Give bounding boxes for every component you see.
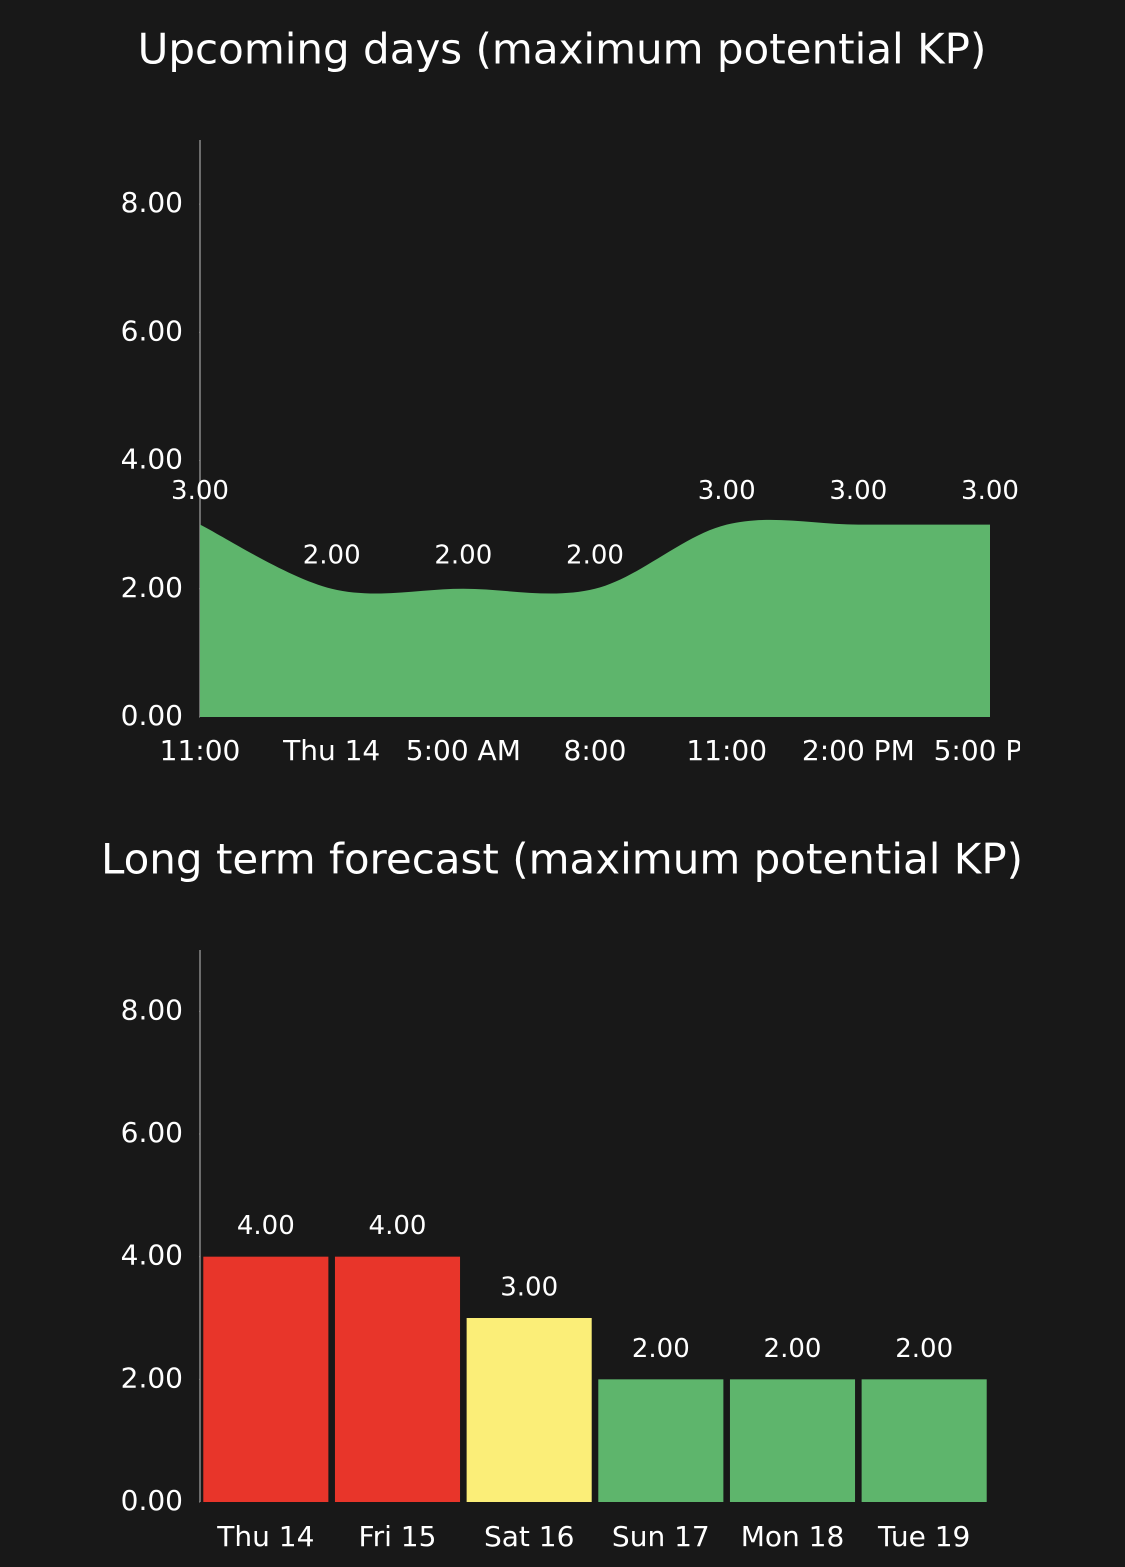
x-tick-label: Tue 19 <box>877 1520 970 1553</box>
y-tick-label: 2.00 <box>121 571 183 604</box>
y-tick-label: 8.00 <box>121 186 183 219</box>
value-label: 2.00 <box>764 1334 822 1364</box>
x-tick-label: 11:00 <box>160 734 241 767</box>
chart-title: Upcoming days (maximum potential KP) <box>138 25 987 74</box>
chart-bars: 0.00 2.00 4.00 6.00 8.00 4.00 Thu 14 4.00 Fri 15… <box>121 950 987 1553</box>
y-tick-label: 8.00 <box>121 993 183 1026</box>
bar <box>203 1256 329 1502</box>
y-tick-label: 0.00 <box>121 699 183 732</box>
area <box>200 519 990 717</box>
value-label: 4.00 <box>237 1211 295 1241</box>
bar <box>466 1318 592 1502</box>
x-tick-label: Thu 14 <box>216 1520 314 1553</box>
value-label: 3.00 <box>171 476 229 506</box>
y-tick-label: 2.00 <box>121 1361 183 1394</box>
x-tick-label: 5:00 PM <box>934 734 1047 767</box>
y-tick-label: 6.00 <box>121 1116 183 1149</box>
x-tick-label: 2:00 PM <box>802 734 915 767</box>
bar <box>334 1256 461 1502</box>
value-label: 3.00 <box>698 476 756 506</box>
value-label: 2.00 <box>303 540 361 570</box>
x-tick-label: 5:00 AM <box>406 734 521 767</box>
chart-area: 0.00 2.00 4.00 6.00 8.00 3.00 11:00 2.00 Thu 14 2… <box>121 140 1047 767</box>
x-tick-label: Fri 15 <box>359 1520 437 1553</box>
x-tick-label: Thu 14 <box>282 734 380 767</box>
bar <box>598 1379 724 1502</box>
value-label: 2.00 <box>566 540 624 570</box>
y-tick-label: 6.00 <box>121 314 183 347</box>
bar <box>729 1379 856 1502</box>
value-label: 2.00 <box>434 540 492 570</box>
value-label: 3.00 <box>829 476 887 506</box>
value-label: 3.00 <box>500 1273 558 1303</box>
chart-title: Long term forecast (maximum potential KP… <box>101 835 1023 884</box>
y-tick-label: 4.00 <box>121 443 183 476</box>
x-tick-label: 8:00 <box>564 734 627 767</box>
x-tick-label: Mon 18 <box>741 1520 845 1553</box>
y-tick-label: 4.00 <box>121 1239 183 1272</box>
value-label: 2.00 <box>895 1334 953 1364</box>
y-tick-label: 0.00 <box>121 1484 183 1517</box>
value-label: 4.00 <box>369 1211 427 1241</box>
value-label: 3.00 <box>961 476 1019 506</box>
bar <box>861 1379 987 1502</box>
x-tick-label: Sun 17 <box>612 1520 710 1553</box>
x-tick-label: 11:00 <box>686 734 767 767</box>
x-tick-label: Sat 16 <box>484 1520 574 1553</box>
value-label: 2.00 <box>632 1334 690 1364</box>
